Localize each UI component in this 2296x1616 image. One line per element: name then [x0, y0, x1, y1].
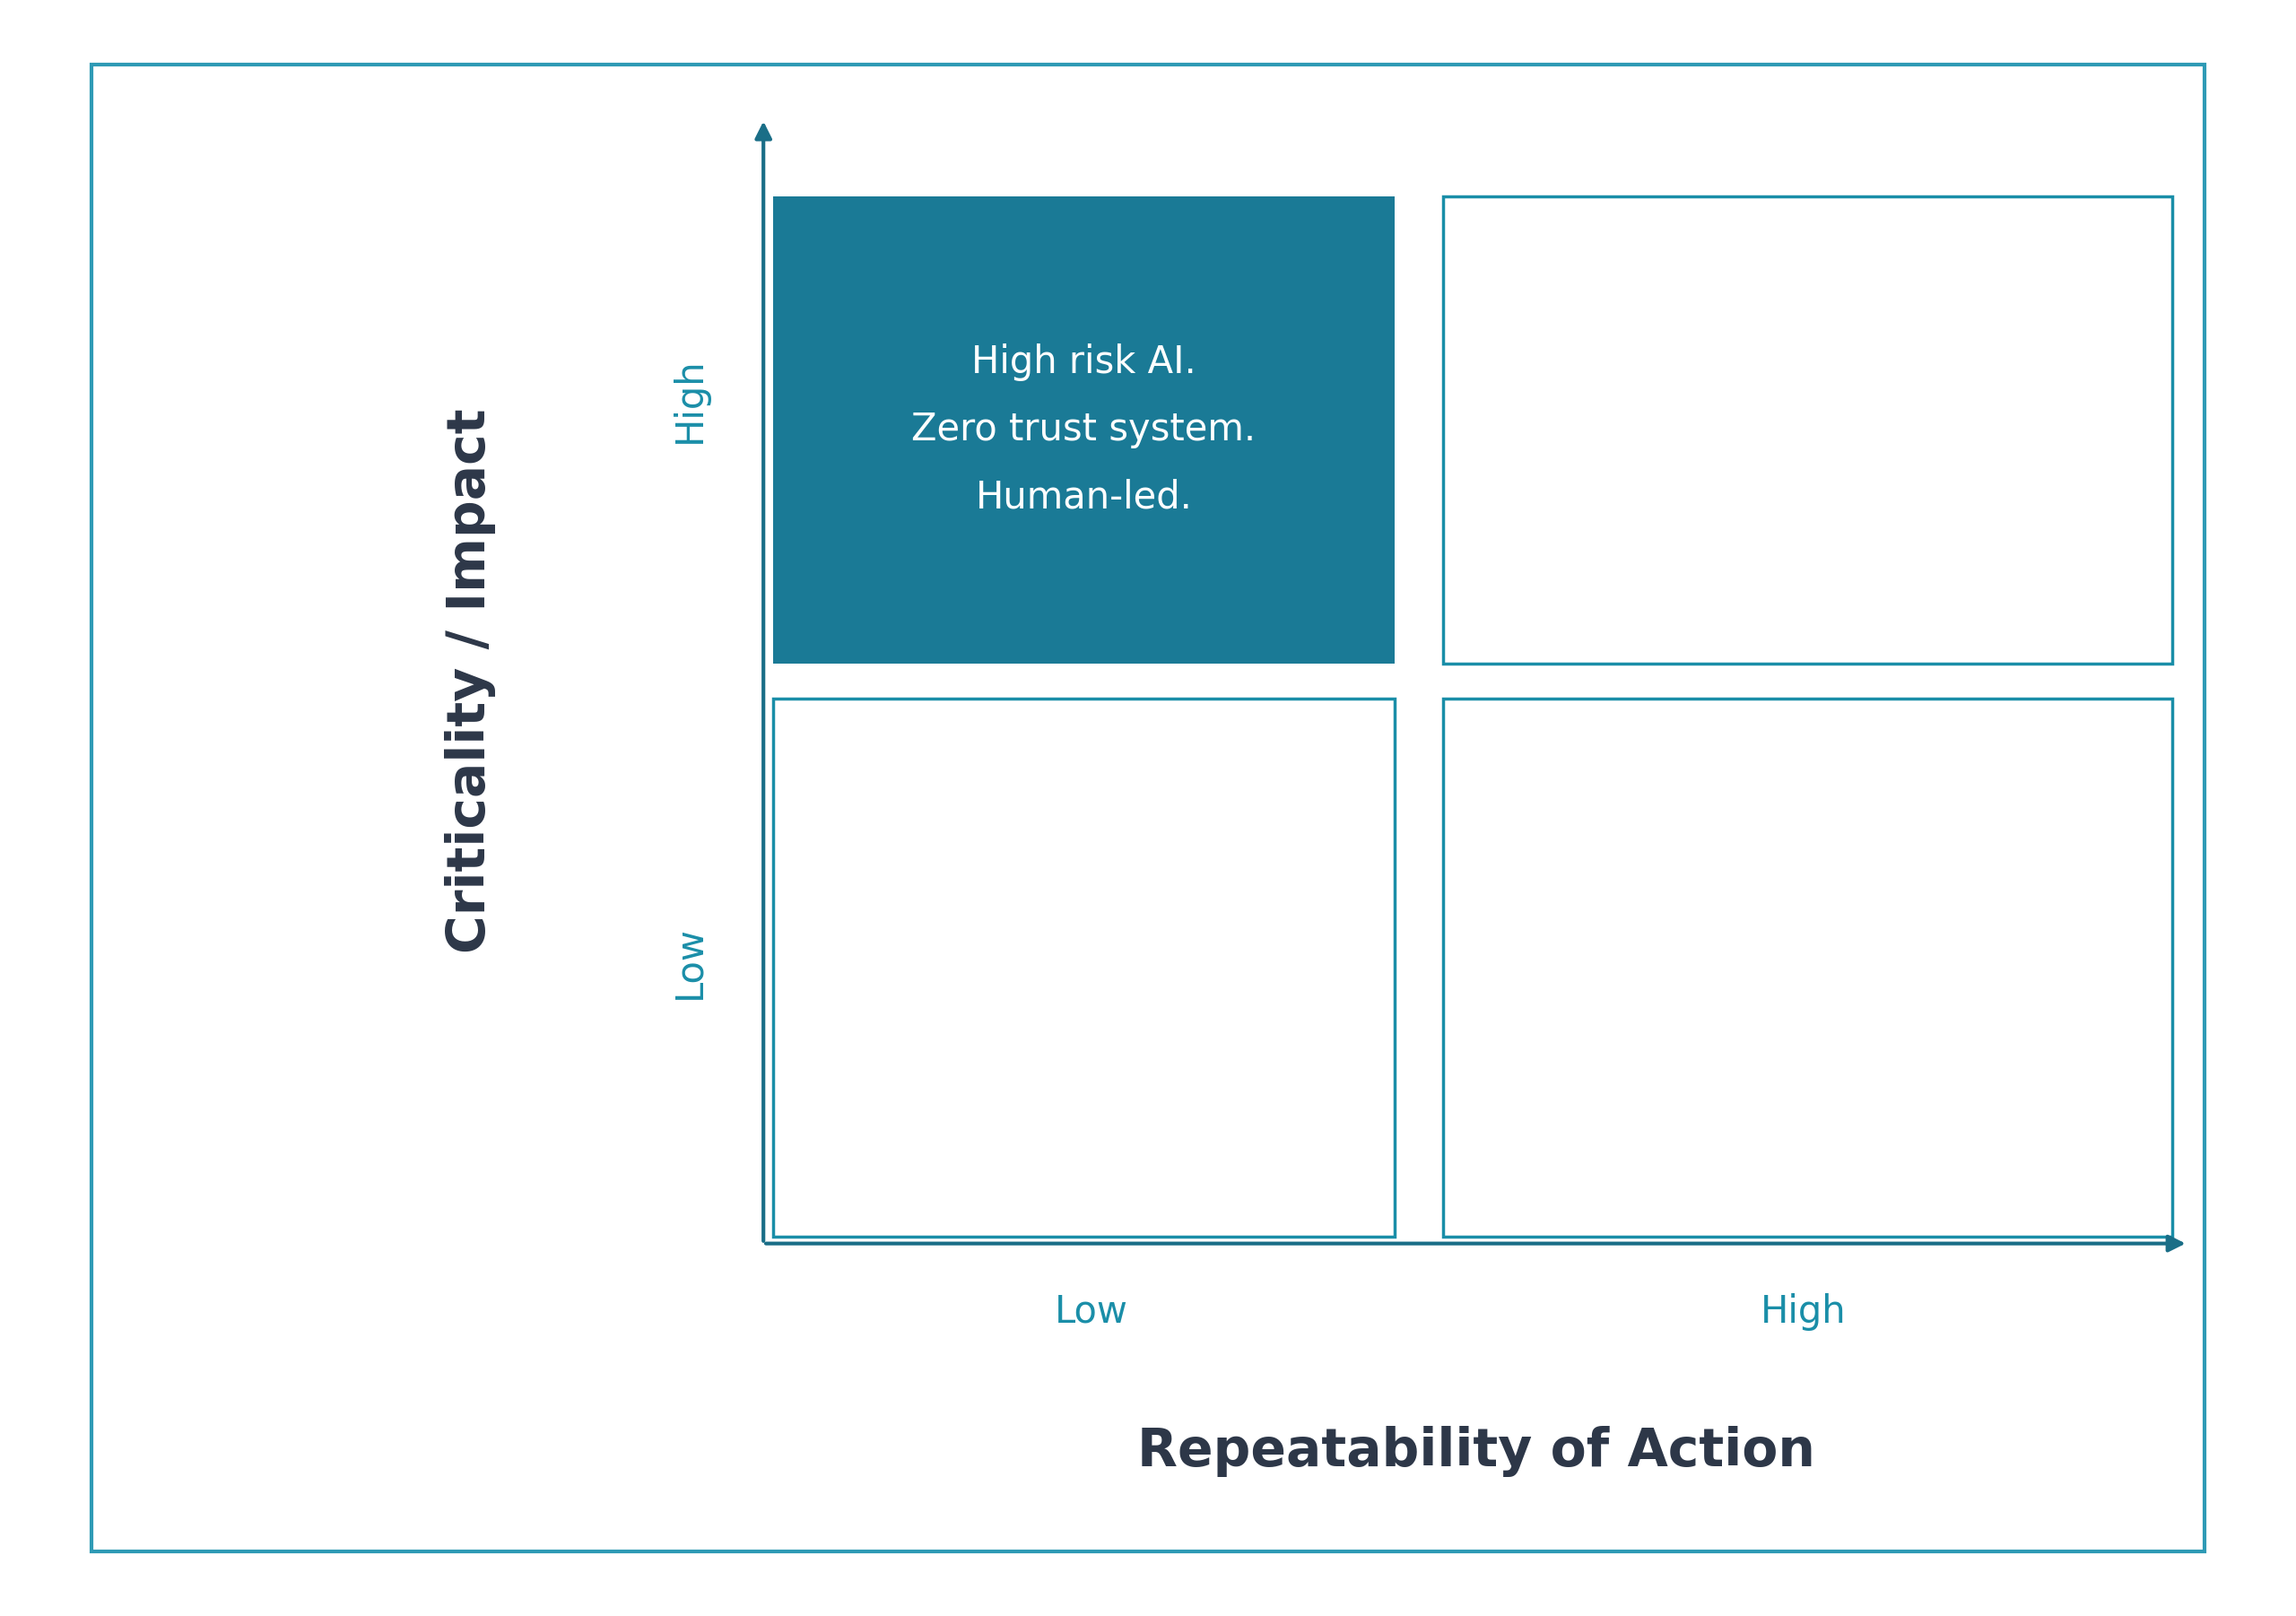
Text: Low: Low — [670, 926, 707, 999]
Text: High risk AI.
Zero trust system.
Human-led.: High risk AI. Zero trust system. Human-l… — [912, 344, 1256, 516]
Bar — [774, 196, 1394, 664]
Text: Repeatability of Action: Repeatability of Action — [1137, 1427, 1814, 1477]
Text: Low: Low — [1054, 1293, 1127, 1330]
Text: High: High — [670, 357, 707, 443]
Text: Criticality / Impact: Criticality / Impact — [445, 409, 496, 953]
Text: High: High — [1761, 1293, 1846, 1330]
Bar — [774, 698, 1394, 1236]
Bar — [1444, 196, 2172, 664]
Bar — [1444, 698, 2172, 1236]
